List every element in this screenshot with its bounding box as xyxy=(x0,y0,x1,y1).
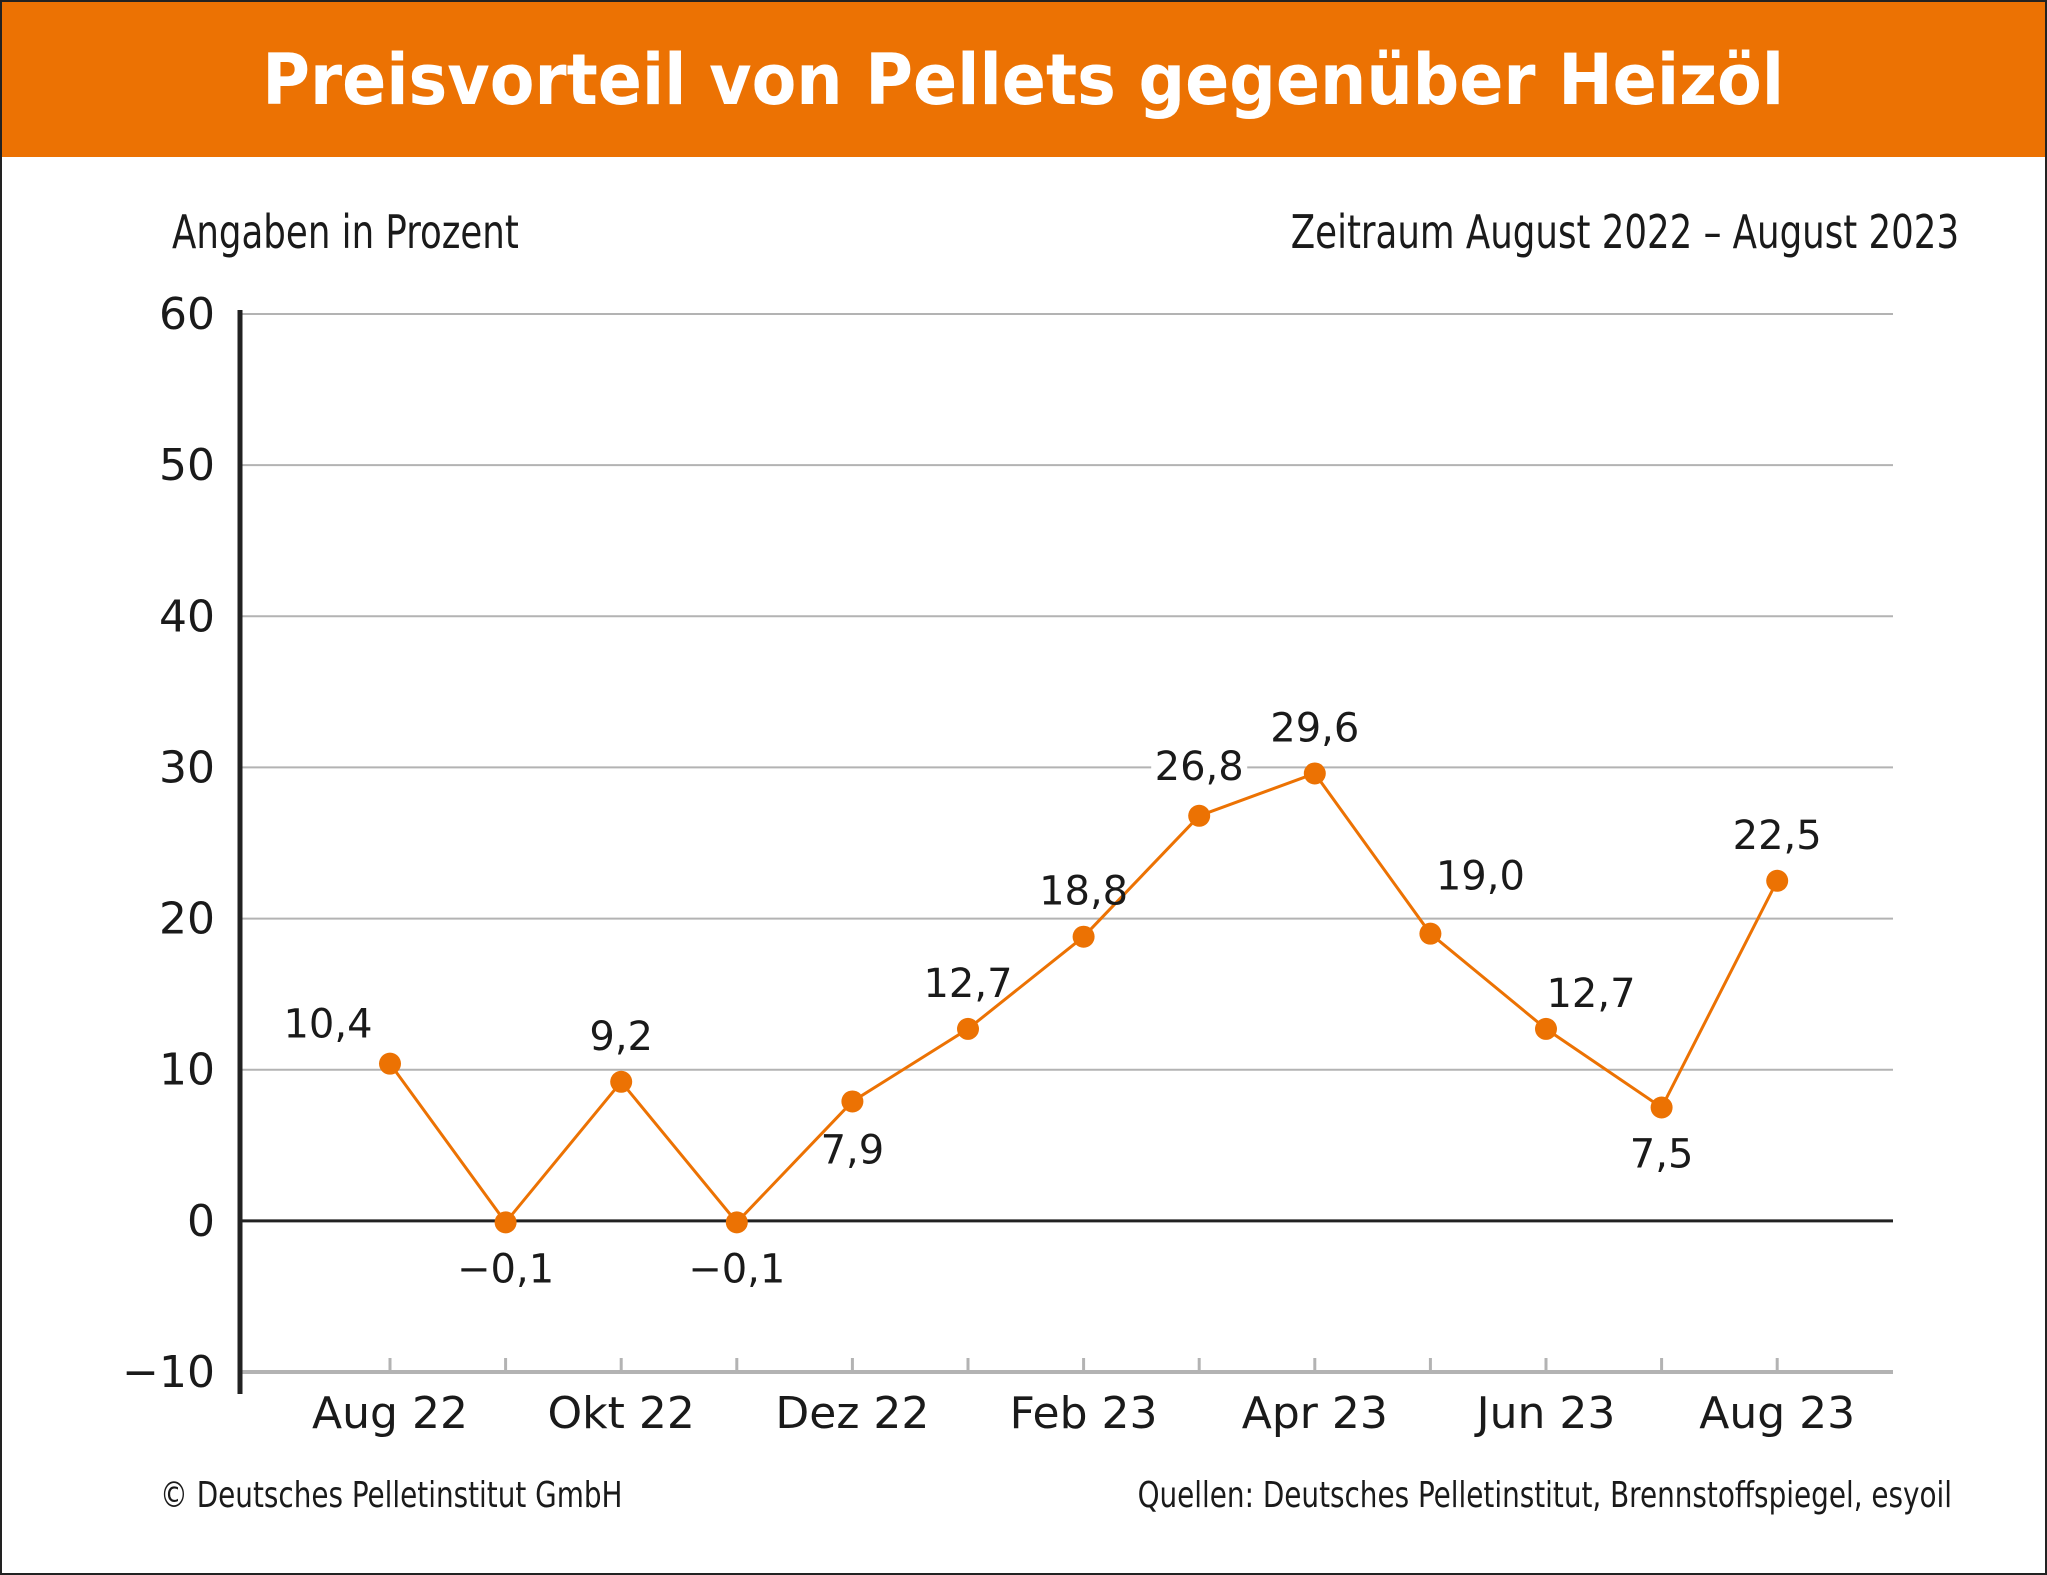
data-labels: 10,4 −0,1 9,2 −0,1 7,9 12,7 18,8 26,8 29,6 19,0 12… xyxy=(283,705,1821,1292)
y-tick-label: 30 xyxy=(159,742,215,793)
y-tick-label: 20 xyxy=(159,894,215,945)
y-axis-tick-labels: −10 0 10 20 30 40 50 60 xyxy=(122,289,215,1398)
data-point xyxy=(1188,804,1211,827)
data-label: 10,4 xyxy=(283,1002,372,1048)
data-label: 22,5 xyxy=(1733,813,1822,859)
data-label: −0,1 xyxy=(457,1246,554,1292)
x-tick-label: Jun 23 xyxy=(1474,1388,1616,1439)
data-point xyxy=(610,1070,633,1093)
x-tick-label: Feb 23 xyxy=(1010,1388,1158,1439)
data-label: 18,8 xyxy=(1039,869,1128,915)
gridlines xyxy=(240,313,1893,1374)
data-label: 7,5 xyxy=(1630,1132,1694,1178)
data-label: 29,6 xyxy=(1270,705,1359,751)
copyright-note: © Deutsches Pelletinstitut GmbH xyxy=(160,1475,623,1516)
period-label: Zeitraum August 2022 – August 2023 xyxy=(1290,205,1959,259)
data-point xyxy=(1303,762,1326,785)
data-label: 26,8 xyxy=(1155,744,1244,790)
x-tick-label: Apr 23 xyxy=(1242,1388,1388,1439)
y-tick-label: 40 xyxy=(159,591,215,642)
data-point xyxy=(1419,922,1442,945)
data-label: 12,7 xyxy=(1546,971,1635,1017)
y-tick-label: 60 xyxy=(159,289,215,340)
data-point xyxy=(1535,1017,1557,1040)
data-point xyxy=(957,1017,979,1040)
y-tick-label: 10 xyxy=(159,1045,215,1096)
data-label: −0,1 xyxy=(688,1246,785,1292)
title-banner: Preisvorteil von Pellets gegenüber Heizö… xyxy=(2,2,2045,157)
sources-note: Quellen: Deutsches Pelletinstitut, Brenn… xyxy=(1137,1475,1952,1516)
data-label: 19,0 xyxy=(1436,854,1525,900)
y-tick-label: 50 xyxy=(159,440,215,491)
data-label: 12,7 xyxy=(923,961,1012,1007)
x-tick-label: Aug 23 xyxy=(1699,1388,1855,1439)
data-point xyxy=(494,1211,517,1234)
y-axis-unit-label: Angaben in Prozent xyxy=(172,205,519,259)
y-tick-label: −10 xyxy=(122,1347,215,1398)
data-point xyxy=(725,1211,748,1234)
series-line xyxy=(379,762,1789,1234)
x-tick-label: Okt 22 xyxy=(548,1388,695,1439)
x-tick-label: Dez 22 xyxy=(775,1388,929,1439)
data-point xyxy=(1766,869,1789,892)
data-point xyxy=(1072,925,1095,948)
data-point xyxy=(841,1090,864,1113)
data-label: 7,9 xyxy=(821,1127,885,1173)
x-axis: Aug 22 Okt 22 Dez 22 Feb 23 Apr 23 Jun 23 Aug … xyxy=(237,310,1855,1439)
data-point xyxy=(379,1052,401,1075)
x-tick-label: Aug 22 xyxy=(312,1388,468,1439)
data-point xyxy=(1650,1096,1673,1119)
chart-title: Preisvorteil von Pellets gegenüber Heizö… xyxy=(262,38,1785,121)
data-label: 9,2 xyxy=(589,1014,653,1060)
data-label-background xyxy=(1151,743,1248,788)
y-tick-label: 0 xyxy=(187,1196,215,1247)
